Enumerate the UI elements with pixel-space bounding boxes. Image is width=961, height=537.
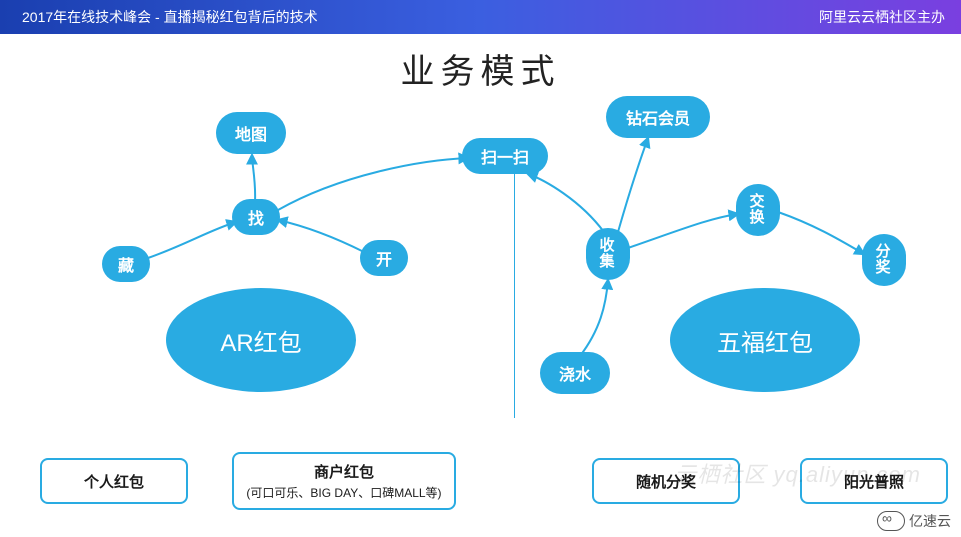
slide-header: 2017年在线技术峰会 - 直播揭秘红包背后的技术 阿里云云栖社区主办 — [0, 0, 961, 34]
node-find: 找 — [232, 199, 280, 235]
watermark-yunqi: 云栖社区 yq.aliyun.com — [674, 457, 921, 489]
slide-title: 业务模式 — [0, 44, 961, 93]
node-prize: 分奖 — [862, 234, 906, 286]
box-sublabel: (可口可乐、BIG DAY、口碑MALL等) — [246, 484, 441, 501]
edge-collect-exchange — [628, 214, 738, 248]
edge-find-scan — [278, 158, 468, 210]
edge-collect-diamond — [618, 138, 648, 232]
node-water: 浇水 — [540, 352, 610, 394]
header-left: 2017年在线技术峰会 - 直播揭秘红包背后的技术 — [22, 7, 318, 27]
node-collect: 收集 — [586, 228, 630, 280]
edge-collect-scan — [528, 174, 604, 232]
node-map: 地图 — [216, 112, 286, 154]
node-wufu: 五福红包 — [670, 288, 860, 392]
watermark-yisuyun-text: 亿速云 — [909, 511, 951, 531]
header-right: 阿里云云栖社区主办 — [819, 7, 945, 27]
node-hide: 藏 — [102, 246, 150, 282]
edge-hide-find — [148, 222, 236, 258]
box-label: 个人红包 — [84, 471, 144, 492]
node-scan: 扫一扫 — [462, 138, 548, 174]
edge-exchange-prize — [778, 212, 864, 254]
edge-water-collect — [580, 280, 608, 356]
node-ar: AR红包 — [166, 288, 356, 392]
box-label: 商户红包 — [314, 461, 374, 482]
node-open: 开 — [360, 240, 408, 276]
bottom-box-b1: 个人红包 — [40, 458, 188, 504]
vertical-divider — [514, 138, 515, 418]
edge-find-map — [252, 155, 255, 202]
edge-open-find — [278, 220, 364, 252]
bottom-box-b2: 商户红包 (可口可乐、BIG DAY、口碑MALL等) — [232, 452, 456, 510]
node-diamond: 钻石会员 — [606, 96, 710, 138]
cloud-icon — [877, 511, 905, 531]
watermark-yisuyun: 亿速云 — [877, 511, 951, 531]
node-exchange: 交换 — [736, 184, 780, 236]
